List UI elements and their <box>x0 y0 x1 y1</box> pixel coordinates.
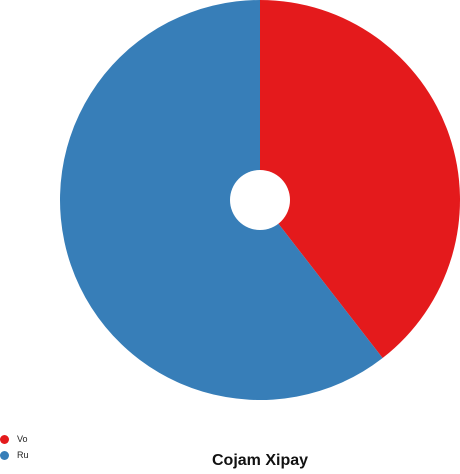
legend-swatch-vo <box>0 434 9 444</box>
pie-slices <box>59 0 460 400</box>
legend-item-ru: Ru <box>0 447 29 463</box>
legend-label-vo: Vo <box>17 434 28 444</box>
pie-slice-ru <box>59 0 383 400</box>
pie-slice-vo <box>260 0 460 359</box>
legend-swatch-ru <box>0 450 9 460</box>
chart-title: Cojam Xipay <box>211 452 309 469</box>
legend-label-ru: Ru <box>17 450 29 460</box>
chart-legend: Vo Ru <box>0 431 29 463</box>
donut-hole <box>230 170 290 230</box>
legend-item-vo: Vo <box>0 431 29 447</box>
